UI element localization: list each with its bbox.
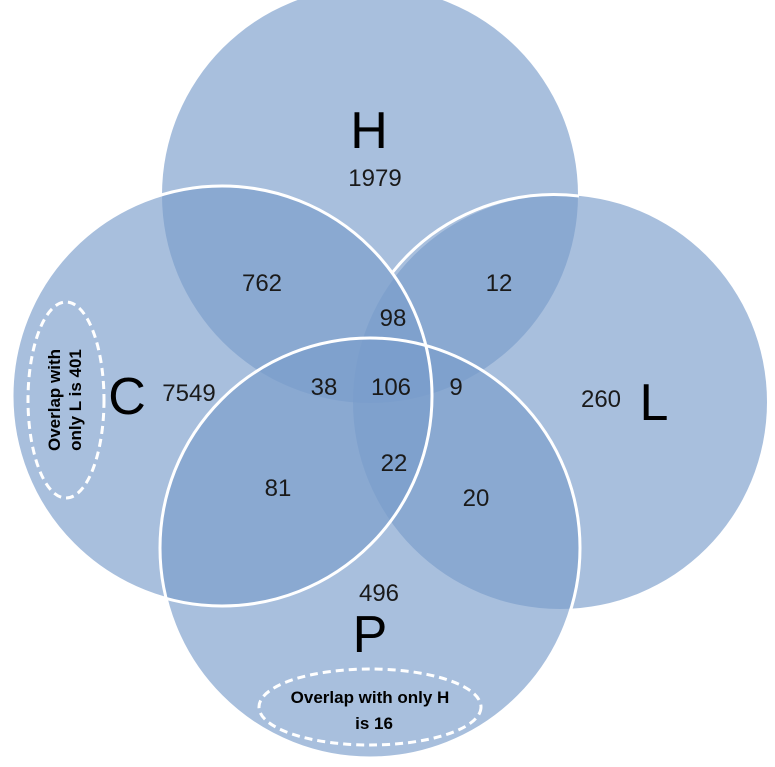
set-label-h: H [350, 102, 388, 160]
count-l-only: 260 [581, 386, 621, 413]
c-overlap-note: Overlap with only L is 401 [26, 300, 106, 500]
count-l-p: 20 [463, 485, 490, 512]
count-h-l-p: 9 [449, 374, 462, 401]
count-p-only: 496 [359, 580, 399, 607]
set-l-outline-arc [390, 193, 580, 274]
count-h-only: 1979 [348, 165, 401, 192]
count-c-l-p: 22 [381, 450, 408, 477]
count-c-p: 81 [265, 475, 292, 502]
c-note-ellipse [26, 300, 106, 500]
region-counts: 1979 7549 260 496 762 12 98 38 106 9 22 … [162, 165, 621, 607]
count-c-only: 7549 [162, 380, 215, 407]
c-note-line2: only L is 401 [66, 349, 85, 451]
p-note-line2: is 16 [355, 714, 393, 733]
set-label-p: P [353, 606, 388, 664]
c-note-line1: Overlap with [45, 349, 64, 451]
count-c-h-p: 38 [311, 374, 338, 401]
p-note-line1: Overlap with only H [291, 688, 450, 707]
set-circles [12, 0, 767, 758]
count-h-l: 12 [486, 270, 513, 297]
count-c-h-l-p: 106 [371, 374, 411, 401]
count-c-h: 762 [242, 270, 282, 297]
set-label-l: L [640, 374, 669, 432]
p-note-ellipse [257, 667, 483, 747]
set-c-outline [10, 184, 434, 608]
p-overlap-note: Overlap with only H is 16 [257, 667, 483, 747]
set-p-outline [158, 336, 582, 760]
set-p-circle [160, 338, 580, 758]
set-label-c: C [108, 368, 146, 426]
set-outlines [10, 184, 582, 760]
count-c-h-l: 98 [380, 305, 407, 332]
